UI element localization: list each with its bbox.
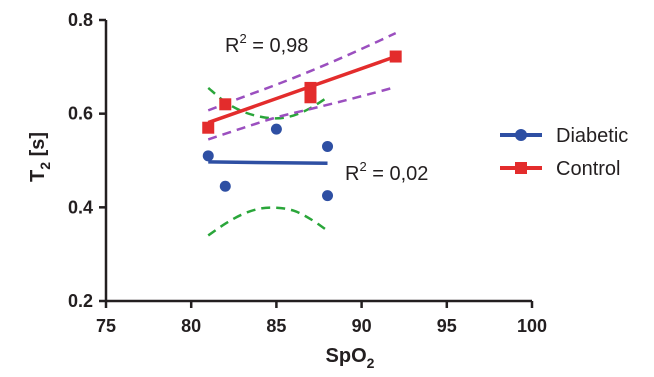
y-tick-label: 0.6: [68, 104, 93, 124]
data-point-diabetic: [322, 190, 334, 202]
data-point-control: [389, 50, 402, 63]
data-point-control: [304, 91, 317, 104]
data-point-control: [202, 121, 215, 134]
data-point-diabetic: [270, 123, 282, 135]
x-tick-label: 100: [517, 316, 547, 336]
x-tick-label: 95: [437, 316, 457, 336]
legend-item-diabetic: Diabetic: [500, 125, 628, 147]
fit-line-diabetic: [208, 160, 328, 166]
x-tick-label: 90: [352, 316, 372, 336]
y-tick-label: 0.2: [68, 291, 93, 311]
y-tick-label: 0.4: [68, 197, 93, 217]
legend-item-control: Control: [500, 158, 620, 180]
confidence-band-lower-diabetic: [207, 206, 329, 237]
legend-marker-control: [515, 162, 527, 174]
data-point-diabetic: [322, 140, 334, 152]
legend: Diabetic Control: [500, 125, 628, 180]
legend-marker-diabetic: [515, 129, 527, 141]
legend-label-control: Control: [556, 158, 620, 180]
r2-label-control: R2 = 0,98: [225, 31, 308, 57]
r2-label-diabetic: R2 = 0,02: [345, 159, 428, 185]
confidence-band-lower-control: [207, 85, 397, 141]
data-points: [202, 50, 402, 202]
data-point-control: [219, 98, 232, 111]
y-axis-title: T2 [s]: [27, 132, 53, 182]
x-tick-label: 80: [181, 316, 201, 336]
x-axis-title: SpO2: [326, 345, 375, 371]
confidence-band-upper-control: [207, 31, 397, 112]
x-tick-label: 75: [96, 316, 116, 336]
data-point-diabetic: [219, 180, 231, 192]
fit-line-control: [207, 54, 397, 125]
confidence-bands: [207, 31, 397, 237]
data-point-diabetic: [202, 150, 214, 162]
legend-label-diabetic: Diabetic: [556, 125, 628, 147]
data-point-control: [304, 81, 317, 94]
axes: 75 80 85 90 95 100 0.2 0.4 0.6 0.8: [68, 10, 547, 336]
fit-lines: [207, 54, 397, 166]
x-tick-label: 85: [266, 316, 286, 336]
y-tick-label: 0.8: [68, 10, 93, 30]
